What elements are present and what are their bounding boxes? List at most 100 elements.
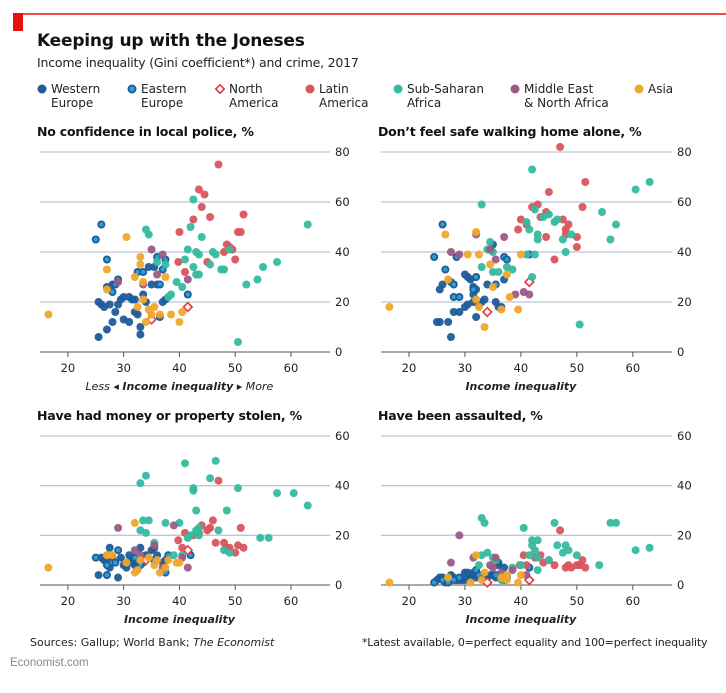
x-axis-label: Less ◂ Income inequality ▸ More bbox=[86, 380, 274, 393]
point-eastern-europe-inner bbox=[431, 254, 437, 260]
point-sub-saharan-africa bbox=[488, 268, 497, 276]
point-latin-america bbox=[175, 228, 184, 236]
y-tick-label: 20 bbox=[335, 295, 350, 309]
dot-icon bbox=[305, 84, 315, 94]
point-middle-east-north-africa bbox=[446, 558, 455, 567]
point-latin-america bbox=[522, 561, 531, 570]
point-sub-saharan-africa bbox=[519, 523, 528, 532]
point-sub-saharan-africa bbox=[225, 245, 234, 254]
point-asia bbox=[502, 270, 511, 279]
point-asia bbox=[155, 310, 164, 319]
x-tick-label: 30 bbox=[458, 594, 473, 608]
y-tick-label: 40 bbox=[335, 479, 350, 493]
y-tick-label: 40 bbox=[677, 479, 692, 493]
footnote: *Latest available, 0=perfect equality an… bbox=[362, 636, 708, 649]
point-asia bbox=[474, 303, 483, 311]
point-western-europe bbox=[144, 263, 153, 271]
point-asia bbox=[44, 563, 53, 572]
point-eastern-europe-inner bbox=[440, 577, 445, 583]
point-eastern-europe-inner bbox=[188, 553, 193, 558]
point-latin-america bbox=[558, 215, 567, 224]
x-tick-label: 30 bbox=[116, 594, 131, 608]
point-sub-saharan-africa bbox=[183, 245, 192, 254]
point-sub-saharan-africa bbox=[139, 516, 148, 525]
legend-item-eastern-europe: Eastern Europe bbox=[127, 82, 187, 110]
point-asia bbox=[516, 250, 525, 259]
point-latin-america bbox=[572, 243, 581, 251]
legend-item-western-europe: Western Europe bbox=[37, 82, 100, 110]
point-latin-america bbox=[556, 526, 565, 535]
point-middle-east-north-africa bbox=[183, 563, 192, 572]
point-eastern-europe-inner bbox=[473, 274, 479, 280]
point-western-europe bbox=[102, 325, 111, 334]
point-asia bbox=[502, 571, 511, 580]
point-sub-saharan-africa bbox=[189, 484, 198, 493]
y-tick-label: 20 bbox=[335, 528, 350, 542]
point-asia bbox=[514, 578, 523, 587]
diamond-icon bbox=[215, 84, 225, 94]
point-asia bbox=[175, 558, 184, 567]
point-sub-saharan-africa bbox=[253, 275, 262, 284]
panel-title-assaulted: Have been assaulted, % bbox=[378, 408, 543, 423]
point-sub-saharan-africa bbox=[141, 528, 150, 537]
point-eastern-europe-inner bbox=[163, 257, 168, 262]
point-asia bbox=[167, 310, 176, 319]
point-middle-east-north-africa bbox=[183, 275, 192, 284]
point-western-europe bbox=[449, 308, 458, 316]
point-eastern-europe-inner bbox=[138, 562, 143, 568]
point-latin-america bbox=[581, 178, 590, 186]
point-sub-saharan-africa bbox=[645, 543, 654, 552]
point-latin-america bbox=[239, 210, 248, 219]
point-asia bbox=[441, 230, 450, 239]
x-tick-label: 60 bbox=[626, 594, 641, 608]
point-asia bbox=[472, 551, 481, 560]
x-tick-label: 30 bbox=[116, 361, 131, 375]
x-axis-label: Income inequality bbox=[465, 613, 577, 626]
point-middle-east-north-africa bbox=[153, 270, 162, 279]
x-tick-label: 20 bbox=[61, 361, 76, 375]
point-sub-saharan-africa bbox=[222, 506, 231, 515]
point-latin-america bbox=[214, 160, 223, 169]
point-eastern-europe-inner bbox=[451, 577, 456, 583]
point-western-europe bbox=[114, 573, 123, 582]
point-latin-america bbox=[189, 215, 198, 224]
point-sub-saharan-africa bbox=[483, 548, 492, 557]
point-sub-saharan-africa bbox=[161, 518, 170, 527]
point-sub-saharan-africa bbox=[259, 263, 268, 271]
point-sub-saharan-africa bbox=[167, 290, 176, 299]
point-asia bbox=[514, 305, 523, 314]
point-sub-saharan-africa bbox=[141, 471, 150, 480]
dot-icon bbox=[37, 84, 47, 94]
point-eastern-europe-inner bbox=[471, 287, 476, 292]
point-sub-saharan-africa bbox=[612, 518, 621, 527]
y-tick-label: 60 bbox=[677, 195, 692, 209]
point-middle-east-north-africa bbox=[455, 250, 464, 259]
point-middle-east-north-africa bbox=[455, 531, 464, 540]
point-middle-east-north-africa bbox=[446, 248, 455, 256]
point-latin-america bbox=[174, 536, 183, 545]
ring-icon bbox=[127, 84, 137, 94]
point-north-america bbox=[182, 301, 194, 313]
x-tick-label: 20 bbox=[61, 594, 76, 608]
point-latin-america bbox=[178, 543, 187, 552]
point-western-europe bbox=[108, 318, 117, 326]
point-eastern-europe-inner bbox=[451, 294, 456, 300]
point-sub-saharan-africa bbox=[181, 255, 189, 264]
point-sub-saharan-africa bbox=[273, 489, 282, 498]
point-latin-america bbox=[239, 543, 248, 552]
top-rule bbox=[13, 13, 726, 15]
point-western-europe bbox=[446, 333, 455, 341]
point-sub-saharan-africa bbox=[194, 250, 203, 259]
point-asia bbox=[175, 318, 184, 326]
point-sub-saharan-africa bbox=[530, 546, 539, 555]
point-asia bbox=[472, 228, 481, 236]
point-latin-america bbox=[208, 516, 217, 525]
point-middle-east-north-africa bbox=[147, 245, 156, 254]
point-asia bbox=[136, 556, 145, 565]
point-asia bbox=[161, 273, 170, 281]
point-asia bbox=[385, 303, 394, 311]
point-sub-saharan-africa bbox=[477, 200, 486, 209]
point-latin-america bbox=[519, 551, 528, 560]
point-latin-america bbox=[174, 258, 183, 266]
point-western-europe bbox=[438, 280, 447, 289]
